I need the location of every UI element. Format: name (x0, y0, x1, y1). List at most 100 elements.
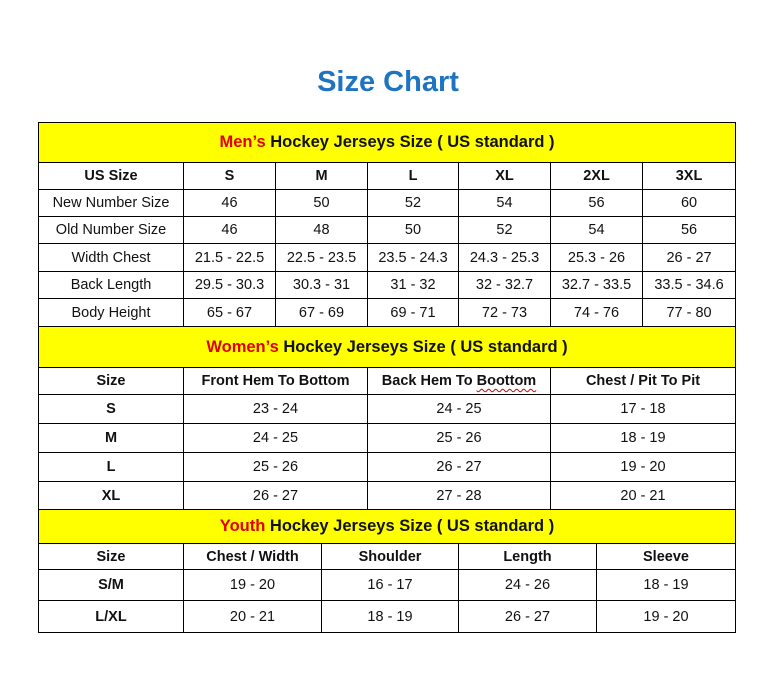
column-header: 2XL (550, 162, 643, 190)
table-cell: 19 - 20 (595, 600, 737, 633)
table-cell: 52 (458, 216, 551, 244)
table-cell: 20 - 21 (183, 600, 322, 633)
table-cell: 26 - 27 (641, 243, 737, 272)
column-header: M (275, 162, 368, 190)
table-row: Width Chest 21.5 - 22.5 22.5 - 23.5 23.5 - … (38, 243, 737, 272)
table-cell: 32.7 - 33.5 (550, 271, 643, 299)
table-cell: 26 - 27 (458, 600, 597, 633)
women-section-banner: Women’s Hockey Jerseys Size ( US standar… (37, 326, 737, 368)
table-cell: 31 - 32 (367, 271, 459, 299)
header-row: US Size S M L XL 2XL 3XL (38, 162, 737, 190)
table-cell: 26 - 27 (183, 481, 368, 510)
section-highlight: Women’s (206, 337, 279, 356)
table-cell: 23 - 24 (183, 394, 368, 424)
column-header-text: Size (96, 548, 126, 565)
table-cell: 33.5 - 34.6 (641, 271, 737, 299)
youth-size-table: Youth Hockey Jerseys Size ( US standard … (37, 509, 737, 633)
column-header-text: US Size (84, 168, 138, 184)
section-highlight: Youth (219, 517, 266, 535)
column-header: Back Hem To Boottom (367, 367, 551, 395)
column-header-text: Chest / Width (206, 548, 299, 565)
table-cell: 48 (275, 216, 368, 244)
column-header-text: 3XL (675, 168, 703, 184)
table-cell: 69 - 71 (367, 298, 459, 327)
row-label: New Number Size (38, 189, 184, 217)
table-row: L/XL 20 - 21 18 - 19 26 - 27 19 - 20 (38, 600, 737, 633)
column-header-text: Chest / Pit To Pit (585, 373, 701, 389)
header-row: Size Chest / Width Shoulder Length Sleeve (38, 543, 737, 570)
section-title: Hockey Jerseys Size ( US standard ) (265, 133, 555, 151)
table-row: S/M 19 - 20 16 - 17 24 - 26 18 - 19 (38, 569, 737, 601)
table-cell: 72 - 73 (458, 298, 551, 327)
table-cell: 77 - 80 (641, 298, 737, 327)
table-row: Body Height 65 - 67 67 - 69 69 - 71 72 - 73 7… (38, 298, 737, 327)
table-cell: 67 - 69 (275, 298, 368, 327)
column-header: Size (38, 367, 184, 395)
table-cell: 24 - 26 (458, 569, 597, 601)
column-header: L (367, 162, 459, 190)
table-cell: 60 (641, 189, 737, 217)
table-cell: 24 - 25 (183, 423, 368, 453)
column-header-text: Size (96, 373, 126, 389)
table-row: Old Number Size 46 48 50 52 54 56 (38, 216, 737, 244)
table-cell: 74 - 76 (550, 298, 643, 327)
table-cell: 46 (183, 216, 276, 244)
table-row: L 25 - 26 26 - 27 19 - 20 (38, 452, 737, 482)
section-highlight: Men’s (219, 133, 266, 151)
table-cell: 19 - 20 (183, 569, 322, 601)
row-label: Back Length (38, 271, 184, 299)
column-header: 3XL (641, 162, 737, 190)
row-label: S (38, 394, 184, 424)
table-cell: 32 - 32.7 (458, 271, 551, 299)
table-cell: 50 (275, 189, 368, 217)
column-header-text: Shoulder (358, 548, 422, 565)
row-label: M (38, 423, 184, 453)
table-cell: 30.3 - 31 (275, 271, 368, 299)
column-header: Size (38, 543, 184, 570)
table-cell: 24 - 25 (367, 394, 551, 424)
column-header-text: L (408, 168, 418, 184)
table-cell: 46 (183, 189, 276, 217)
table-cell: 16 - 17 (321, 569, 459, 601)
table-cell: 22.5 - 23.5 (275, 243, 368, 272)
column-header: Shoulder (321, 543, 459, 570)
section-title: Hockey Jerseys Size ( US standard ) (278, 337, 568, 356)
table-row: XL 26 - 27 27 - 28 20 - 21 (38, 481, 737, 510)
table-row: M 24 - 25 25 - 26 18 - 19 (38, 423, 737, 453)
page-title: Size Chart (317, 66, 459, 98)
table-cell: 21.5 - 22.5 (183, 243, 276, 272)
column-header: Sleeve (595, 543, 737, 570)
table-cell: 18 - 19 (595, 569, 737, 601)
table-cell: 18 - 19 (321, 600, 459, 633)
section-title: Hockey Jerseys Size ( US standard ) (265, 517, 555, 535)
column-header: Length (458, 543, 597, 570)
column-header: S (183, 162, 276, 190)
men-section-banner: Men’s Hockey Jerseys Size ( US standard … (37, 122, 737, 163)
column-header-text: Length (503, 548, 552, 565)
row-label: S/M (38, 569, 184, 601)
column-header-text: XL (495, 168, 514, 184)
row-label: Body Height (38, 298, 184, 327)
table-row: New Number Size 46 50 52 54 56 60 (38, 189, 737, 217)
table-cell: 20 - 21 (549, 481, 737, 510)
column-header-text: Back Hem To Boottom (381, 373, 537, 389)
row-label: Width Chest (38, 243, 184, 272)
table-cell: 25.3 - 26 (550, 243, 643, 272)
header-row: Size Front Hem To Bottom Back Hem To Boott… (38, 367, 737, 395)
table-cell: 19 - 20 (549, 452, 737, 482)
table-row: Back Length 29.5 - 30.3 30.3 - 31 31 - 32 32… (38, 271, 737, 299)
spellcheck-underline: Boottom (476, 373, 537, 389)
table-cell: 24.3 - 25.3 (458, 243, 551, 272)
table-cell: 26 - 27 (367, 452, 551, 482)
column-header: Front Hem To Bottom (183, 367, 368, 395)
table-cell: 65 - 67 (183, 298, 276, 327)
column-header-text: Sleeve (643, 548, 689, 565)
table-cell: 56 (550, 189, 643, 217)
column-header-text: S (224, 168, 235, 184)
table-cell: 54 (458, 189, 551, 217)
column-header: Chest / Pit To Pit (549, 367, 737, 395)
table-cell: 18 - 19 (549, 423, 737, 453)
table-cell: 29.5 - 30.3 (183, 271, 276, 299)
table-row: S 23 - 24 24 - 25 17 - 18 (38, 394, 737, 424)
column-header-text: 2XL (583, 168, 610, 184)
